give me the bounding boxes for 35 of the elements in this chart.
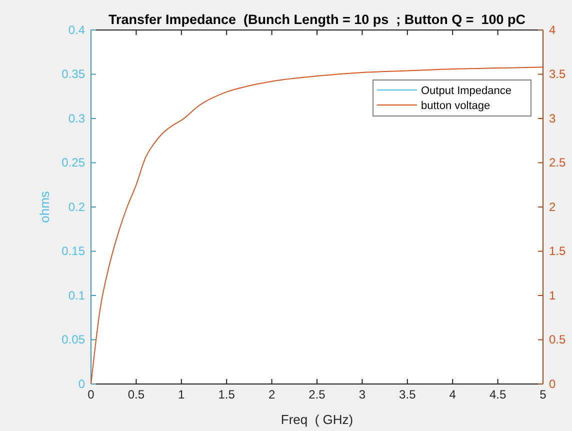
x-tick-label: 0.5 — [128, 388, 145, 402]
y2-tick-label: 1.5 — [549, 244, 566, 258]
y-tick-label: 0 — [78, 376, 86, 391]
line-series — [90, 66, 544, 384]
x-tick-label: 0 — [88, 388, 95, 402]
x-tick-label: 2 — [268, 388, 276, 402]
x-tick-label: 4 — [449, 388, 456, 402]
chart-title: Transfer Impedance (Bunch Length = 10 ps ; Button Q = 100 pC — [108, 12, 526, 27]
y-tick-label: 0.35 — [62, 67, 86, 82]
y2-tick-label: 3 — [549, 111, 556, 126]
x-tick-label: 3.5 — [399, 388, 416, 402]
x-tick-label: 1 — [178, 388, 186, 402]
y2-tick-label: 2.5 — [549, 156, 566, 170]
y2-tick-label: 2 — [549, 200, 556, 214]
y-tick-label: 0.05 — [62, 332, 86, 347]
y-tick-label: 0.4 — [68, 22, 86, 37]
x-tick-label: 4.5 — [489, 388, 506, 402]
y2-tick-label: 3.5 — [549, 67, 566, 82]
y-tick-label: 0.1 — [68, 288, 86, 302]
x-tick-label: 5 — [540, 388, 547, 402]
y-tick-label: 0.3 — [68, 111, 86, 126]
x-tick-label: 1.5 — [218, 388, 236, 402]
y-tick-label: 0.15 — [62, 244, 86, 258]
legend-label: Output Impedance — [421, 85, 512, 97]
y2-tick-label: 0 — [549, 376, 556, 391]
legend-label: button voltage — [421, 100, 490, 112]
y2-tick-label: 0.5 — [549, 332, 566, 347]
y2-tick-label: 4 — [549, 22, 556, 37]
y-tick-label: 0.25 — [62, 156, 86, 170]
x-tick-label: 2.5 — [308, 388, 326, 402]
y2-tick-label: 1 — [549, 288, 556, 302]
x-tick-label: 3 — [358, 388, 366, 402]
y-tick-label: 0.2 — [68, 200, 86, 214]
y-axis-title: ohms — [37, 190, 52, 223]
x-axis-title: Freq ( GHz) — [280, 412, 354, 427]
